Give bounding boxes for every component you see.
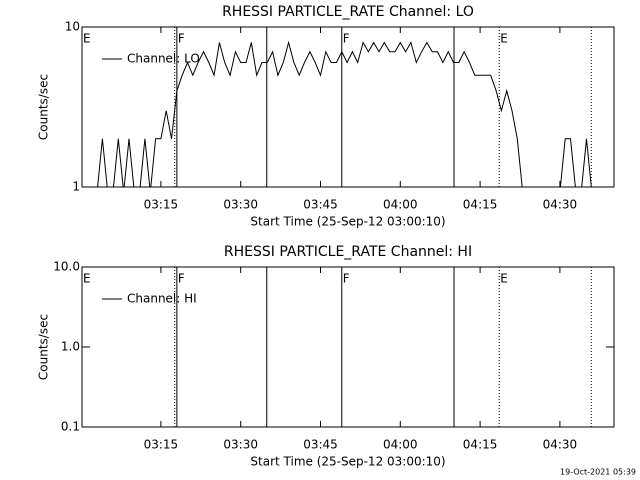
x-tick-label: 03:45	[303, 438, 338, 452]
x-axis-label: Start Time (25-Sep-12 03:00:10)	[250, 455, 445, 469]
chart-title: RHESSI PARTICLE_RATE Channel: HI	[224, 244, 472, 260]
annotation: F	[343, 32, 350, 46]
annotation: E	[500, 272, 508, 286]
x-tick-label: 04:00	[383, 438, 418, 452]
x-tick-label: 04:00	[383, 198, 418, 212]
x-tick-label: 04:15	[463, 198, 498, 212]
x-tick-label: 03:45	[303, 198, 338, 212]
series	[97, 40, 592, 187]
x-tick-label: 03:30	[223, 198, 258, 212]
x-tick-label: 03:15	[144, 438, 179, 452]
data-line	[97, 40, 592, 187]
plot-frame	[81, 26, 615, 188]
legend-label: Channel: HI	[127, 292, 197, 306]
y-axis-label: Counts/sec	[37, 74, 51, 140]
annotation: F	[343, 272, 350, 286]
x-tick-label: 04:30	[543, 198, 578, 212]
y-tick-label: 10	[65, 20, 80, 34]
annotation: F	[178, 32, 185, 46]
y-tick-label: 1	[72, 180, 80, 194]
y-tick-label: 1.0	[61, 340, 80, 354]
footer: 19-Oct-2021 05:39	[560, 468, 636, 477]
x-axis-label: Start Time (25-Sep-12 03:00:10)	[250, 215, 445, 229]
annotation: F	[178, 272, 185, 286]
annotation: E	[83, 272, 91, 286]
x-tick-label: 04:15	[463, 438, 498, 452]
annotation: E	[500, 32, 508, 46]
y-axis-label: Counts/sec	[37, 314, 51, 380]
y-tick-label: 10.0	[53, 260, 80, 274]
annotation: E	[83, 32, 91, 46]
x-tick-label: 03:30	[223, 438, 258, 452]
x-tick-label: 04:30	[543, 438, 578, 452]
x-tick-label: 03:15	[144, 198, 179, 212]
legend-label: Channel: LO	[127, 52, 200, 66]
chart-title: RHESSI PARTICLE_RATE Channel: LO	[222, 4, 474, 20]
y-tick-label: 0.1	[61, 420, 80, 434]
